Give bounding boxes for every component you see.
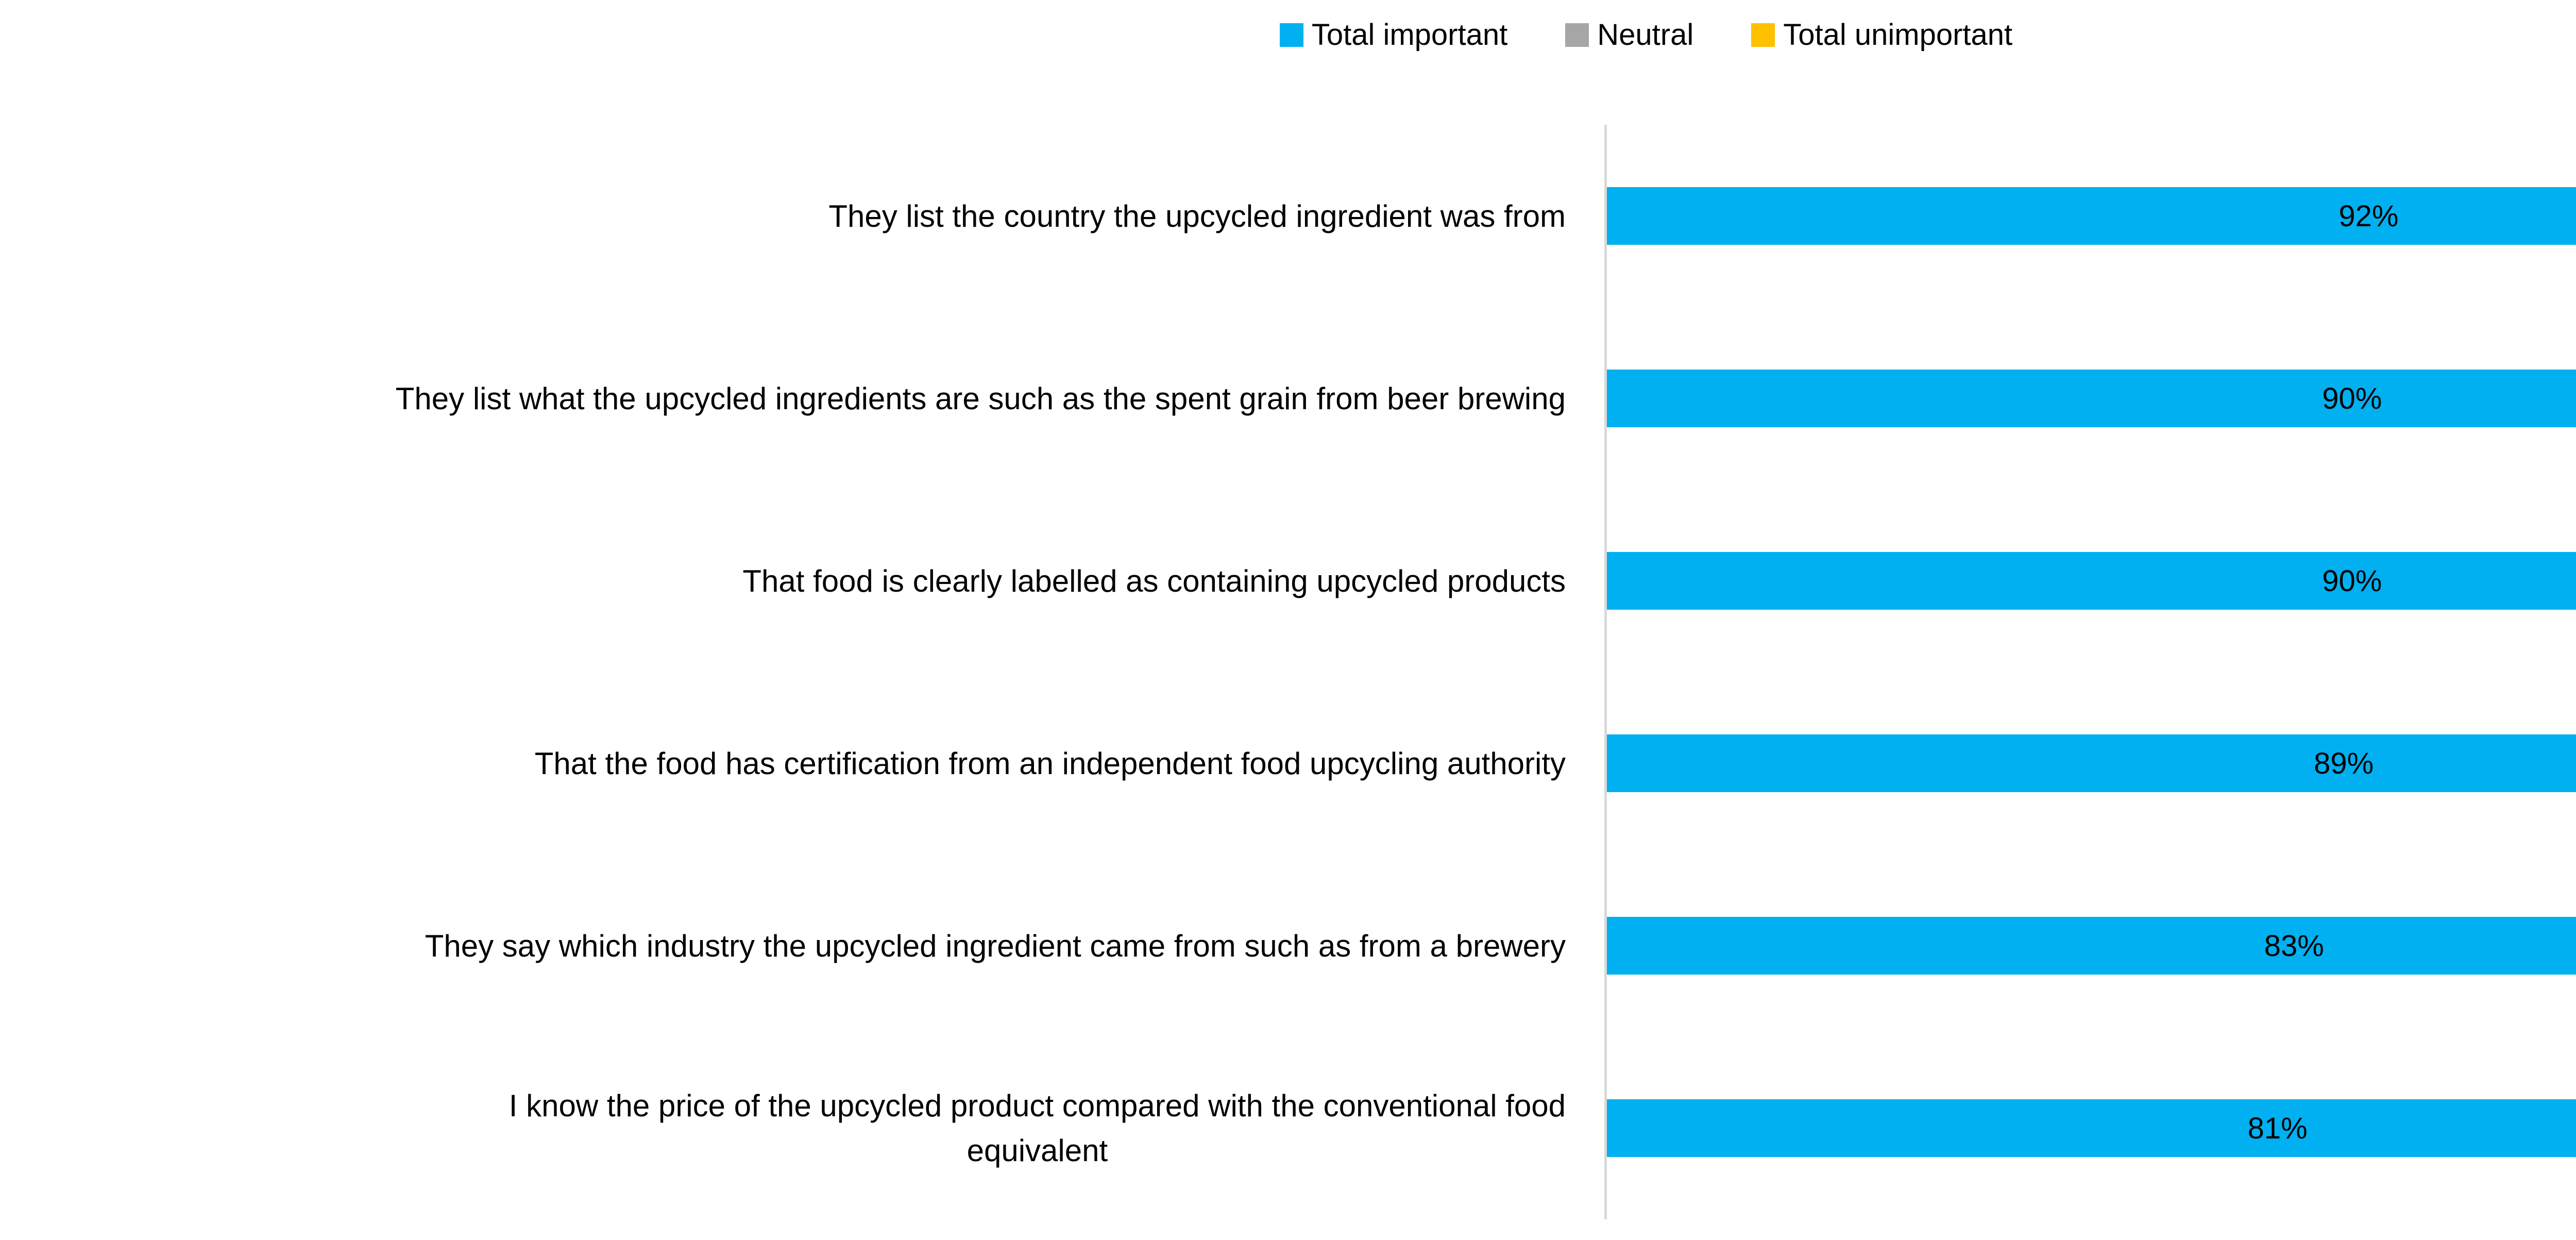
- chart-row: That the food has certification from an …: [0, 672, 2576, 854]
- legend-swatch-icon: [1751, 23, 1775, 47]
- chart-row: They say which industry the upcycled ing…: [0, 854, 2576, 1037]
- bar-segment-total-important: 90%: [1607, 552, 2576, 610]
- category-label: They list what the upcycled ingredients …: [395, 381, 1566, 416]
- legend-swatch-icon: [1565, 23, 1589, 47]
- legend-item: Total important: [1279, 18, 1508, 52]
- legend-label: Total unimportant: [1783, 18, 2013, 52]
- category-label: That the food has certification from an …: [534, 746, 1566, 781]
- bar-segment-total-important: 90%: [1607, 370, 2576, 427]
- chart-rows: They list the country the upcycled ingre…: [0, 125, 2576, 1219]
- bar-segment-total-important: 83%: [1607, 917, 2576, 975]
- legend-swatch-icon: [1279, 23, 1303, 47]
- bar: 90%8%2%: [1607, 552, 2576, 610]
- legend-label: Total important: [1311, 18, 1508, 52]
- legend-label: Neutral: [1597, 18, 1694, 52]
- legend-item: Neutral: [1565, 18, 1693, 52]
- category-label-cell: They list the country the upcycled ingre…: [0, 194, 1607, 239]
- plot-area: They list the country the upcycled ingre…: [0, 125, 2576, 1219]
- category-label: They list the country the upcycled ingre…: [828, 198, 1566, 233]
- chart-row: They list what the upcycled ingredients …: [0, 307, 2576, 490]
- category-label-cell: I know the price of the upcycled product…: [0, 1083, 1607, 1173]
- bar-segment-total-important: 81%: [1607, 1099, 2576, 1157]
- bar: 81%15%4%: [1607, 1099, 2576, 1157]
- bar-value-label: 92%: [2338, 199, 2399, 233]
- bar: 90%8%2%: [1607, 370, 2576, 427]
- bar: 83%12%5%: [1607, 917, 2576, 975]
- y-axis-line: [1604, 125, 1607, 1219]
- category-label-cell: They list what the upcycled ingredients …: [0, 376, 1607, 421]
- legend-item: Total unimportant: [1751, 18, 2012, 52]
- chart-row: That food is clearly labelled as contain…: [0, 490, 2576, 672]
- category-label-cell: That the food has certification from an …: [0, 741, 1607, 786]
- category-label: I know the price of the upcycled product…: [509, 1088, 1566, 1168]
- bar-value-label: 81%: [2247, 1111, 2308, 1145]
- chart-row: They list the country the upcycled ingre…: [0, 125, 2576, 307]
- category-label-cell: They say which industry the upcycled ing…: [0, 924, 1607, 968]
- bar: 89%9%2%: [1607, 734, 2576, 792]
- category-label-cell: That food is clearly labelled as contain…: [0, 559, 1607, 604]
- bar-value-label: 89%: [2314, 746, 2374, 780]
- bar-value-label: 90%: [2322, 564, 2382, 598]
- bar-value-label: 83%: [2264, 929, 2324, 963]
- bar-segment-total-important: 92%: [1607, 187, 2576, 245]
- category-label: That food is clearly labelled as contain…: [742, 563, 1566, 598]
- legend: Total important Neutral Total unimportan…: [0, 18, 2576, 52]
- bar-segment-total-important: 89%: [1607, 734, 2576, 792]
- chart-row: I know the price of the upcycled product…: [0, 1037, 2576, 1219]
- category-label: They say which industry the upcycled ing…: [425, 928, 1566, 963]
- bar-value-label: 90%: [2322, 381, 2382, 415]
- bar: 92%6%2%: [1607, 187, 2576, 245]
